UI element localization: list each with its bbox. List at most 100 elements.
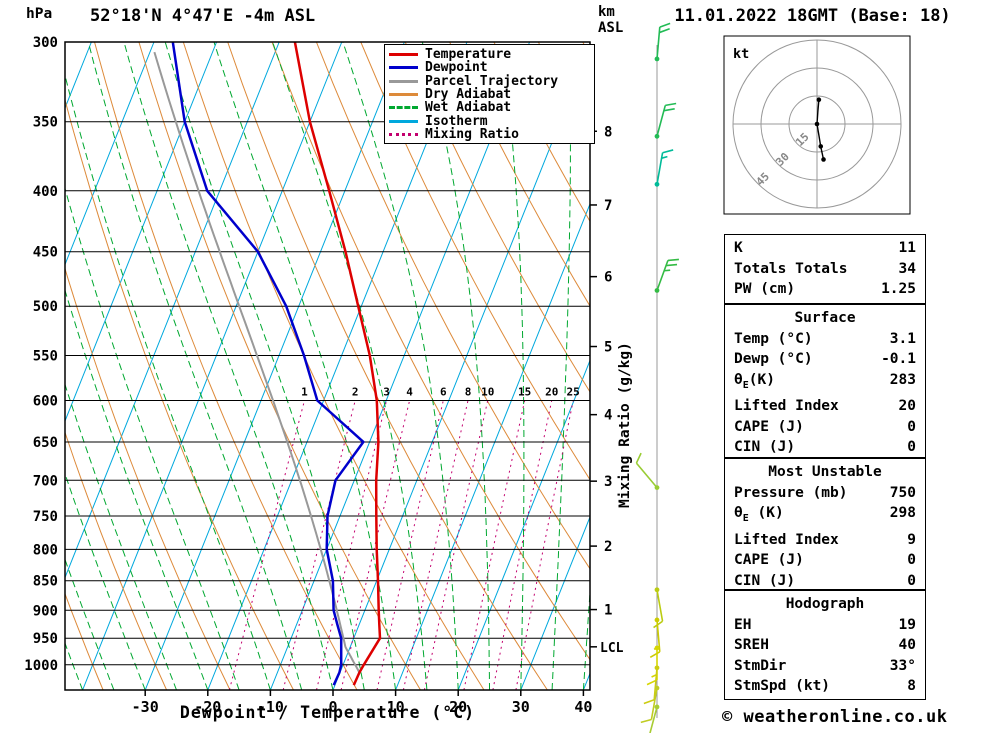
pressure-tick-label: 400: [33, 184, 58, 200]
legend-label: Parcel Trajectory: [425, 73, 559, 89]
legend-label: Temperature: [425, 47, 512, 63]
mixing-ratio-label: 6: [440, 386, 447, 399]
legend-item-isotherm: Isotherm: [385, 114, 594, 128]
legend: Temperature Dewpoint Parcel Trajectory Dry …: [384, 44, 595, 145]
dewpoint-curve: [171, 42, 365, 686]
hodograph-unit-label: kt: [733, 46, 750, 62]
row-label: CIN (J): [734, 439, 796, 456]
row-value: 34: [898, 260, 916, 277]
row-label: CIN (J): [734, 572, 796, 589]
temp-tick-label: 40: [574, 698, 592, 716]
row-value: 33°: [889, 657, 916, 674]
pressure-tick-label: 700: [33, 473, 58, 489]
temp-tick-label: -20: [194, 698, 221, 716]
dry-adiabat-lines: [65, 42, 590, 690]
temp-tick-label: -10: [257, 698, 284, 716]
table-most-unstable: Most Unstable Pressure (mb) 750 θE (K) 298 Li…: [724, 458, 926, 590]
pressure-tick-label: 900: [33, 603, 58, 619]
mixing-ratio-label: 2: [352, 386, 359, 399]
table-row: K 11: [725, 238, 925, 259]
table-row: StmDir 33°: [725, 656, 925, 677]
mixing-ratio-label: 10: [481, 386, 494, 399]
row-value: 283: [889, 371, 916, 388]
row-value: -0.1: [881, 351, 916, 368]
table-header: Hodograph: [785, 596, 865, 612]
temperature-line-sample: [389, 53, 418, 57]
table-surface: Surface Temp (°C) 3.1 Dewp (°C) -0.1 θE(K) 283…: [724, 304, 926, 458]
mixing-ratio-label: 8: [465, 386, 472, 399]
row-value: 750: [889, 484, 916, 501]
isotherm-line-sample: [389, 119, 418, 123]
row-value: 19: [898, 616, 916, 633]
station-title: 52°18'N 4°47'E -4m ASL: [90, 6, 316, 26]
row-label: SREH: [734, 637, 769, 654]
row-label: K: [734, 240, 743, 256]
row-label: Totals Totals: [734, 260, 848, 277]
row-label: CAPE (J): [734, 418, 804, 435]
km-tick-label: 7: [604, 198, 612, 214]
km-tick-label: 8: [604, 124, 612, 140]
mixing-ratio-label: 25: [567, 386, 580, 399]
temp-tick-label: -30: [132, 698, 159, 716]
wet-adiabat-lines: [65, 42, 590, 690]
plot-border: [64, 41, 591, 691]
mixing-ratio-line-sample: [389, 132, 418, 136]
temperature-curve: [293, 42, 382, 686]
legend-item-mixing-ratio: Mixing Ratio: [385, 128, 594, 141]
row-value: 0: [907, 418, 916, 435]
legend-label: Mixing Ratio: [425, 126, 519, 142]
mixing-ratio-labels: 1 2 3 4 6 8 10 15 20 25: [301, 386, 580, 399]
row-label: Pressure (mb): [734, 484, 848, 501]
dry-adiabat-line-sample: [389, 93, 418, 97]
table-row: Pressure (mb) 750: [725, 483, 925, 504]
pressure-tick-label: 750: [33, 509, 58, 525]
table-row: CIN (J) 0: [725, 437, 925, 458]
pressure-tick-label: 300: [33, 35, 58, 51]
km-label: km: [598, 4, 615, 20]
row-value: 0: [907, 439, 916, 456]
wind-barb-column: [635, 22, 679, 733]
pressure-axis-labels: 300 350 400 450 500 550 600 650 700 750 800 850 900 9…: [24, 35, 58, 674]
mixing-ratio-axis-label: Mixing Ratio (g/kg): [617, 342, 633, 508]
temp-tick-label: 20: [449, 698, 467, 716]
altitude-axis-unit: km ASL: [598, 4, 623, 36]
parcel-trajectory-curve: [153, 51, 361, 673]
temp-tick-label: 0: [328, 698, 337, 716]
legend-label: Dewpoint: [425, 60, 488, 76]
row-value: 298: [889, 505, 916, 522]
row-value: 1.25: [881, 281, 916, 298]
km-tick-label: 6: [604, 270, 612, 286]
legend-item-temperature: Temperature: [385, 48, 594, 61]
km-tick-label: 1: [604, 603, 612, 619]
table-row: Totals Totals 34: [725, 259, 925, 280]
row-label: PW (cm): [734, 281, 796, 298]
row-value: 40: [898, 637, 916, 654]
table-header: Most Unstable: [768, 464, 882, 480]
legend-item-parcel-trajectory: Parcel Trajectory: [385, 75, 594, 88]
table-row: CAPE (J) 0: [725, 550, 925, 571]
table-row: CIN (J) 0: [725, 571, 925, 592]
row-label: Temp (°C): [734, 330, 813, 347]
dewpoint-line-sample: [389, 66, 418, 70]
row-value: 0: [907, 572, 916, 589]
row-value: 20: [898, 398, 916, 415]
km-tick-label: 3: [604, 474, 612, 490]
mixing-ratio-label: 3: [383, 386, 390, 399]
pressure-tick-label: 800: [33, 542, 58, 558]
pressure-tick-label: 500: [33, 299, 58, 315]
pressure-tick-label: 950: [33, 631, 58, 647]
run-datetime: 11.01.2022 18GMT (Base: 18): [674, 6, 951, 26]
pressure-tick-label: 350: [33, 115, 58, 131]
mixing-ratio-label: 20: [545, 386, 558, 399]
wet-adiabat-line-sample: [389, 106, 418, 110]
table-row: Lifted Index 20: [725, 396, 925, 417]
legend-item-wet-adiabat: Wet Adiabat: [385, 101, 594, 114]
row-label: EH: [734, 616, 752, 633]
legend-label: Wet Adiabat: [425, 100, 512, 116]
copyright: © weatheronline.co.uk: [722, 707, 948, 727]
table-row: Lifted Index 9: [725, 530, 925, 551]
row-label: StmDir: [734, 657, 787, 674]
row-label: CAPE (J): [734, 552, 804, 569]
